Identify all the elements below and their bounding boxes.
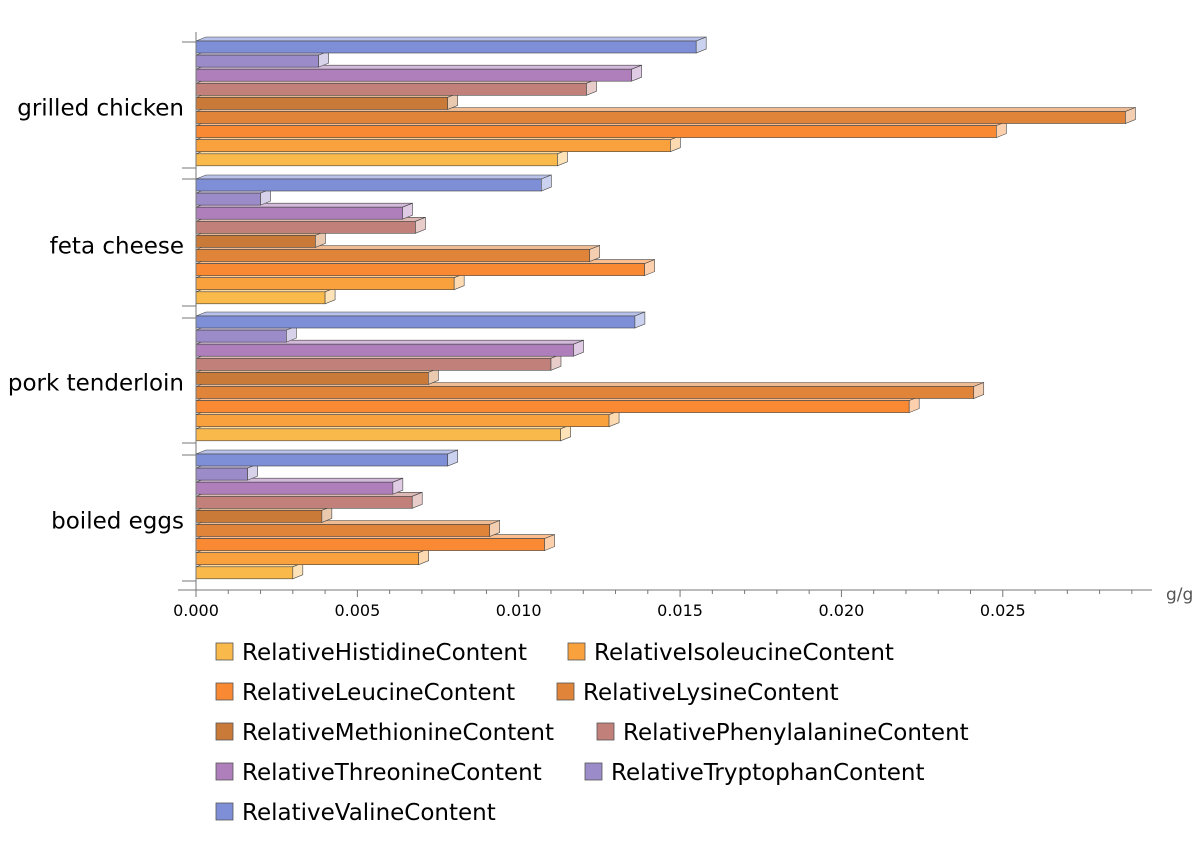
bar-boiled-eggs-relativevalinecontent: [195, 449, 459, 467]
legend-item-relativetryptophancontent: RelativeTryptophanContent: [584, 760, 925, 786]
category-label-feta-cheese: feta cheese: [50, 233, 184, 259]
bar-boiled-eggs-relativeisoleucinecontent: [195, 548, 429, 566]
bar-boiled-eggs-relativemethioninecontent: [195, 505, 333, 523]
x-tick-label: 0.025: [980, 601, 1026, 620]
bar-pork-tenderloin-relativethreoninecontent: [195, 339, 584, 357]
bar-feta-cheese-relativetryptophancontent: [195, 188, 271, 206]
x-tick-label: 0.005: [334, 601, 380, 620]
bar-feta-cheese-relativethreoninecontent: [195, 202, 413, 220]
legend-item-relativeisoleucinecontent: RelativeIsoleucineContent: [567, 640, 894, 666]
category-labels: grilled chicken feta cheese pork tenderloi…: [8, 95, 184, 534]
bar-grilled-chicken-relativemethioninecontent: [195, 92, 459, 110]
bar-pork-tenderloin-relativemethioninecontent: [195, 367, 439, 385]
legend-label: RelativeThreonineContent: [242, 760, 542, 786]
bar-boiled-eggs-relativehistidinecontent: [195, 562, 304, 580]
category-label-pork-tenderloin: pork tenderloin: [8, 370, 184, 396]
x-tick-label: 0.000: [173, 601, 219, 620]
bar-grilled-chicken-relativelysinecontent: [195, 107, 1136, 124]
legend-item-relativephenylalaninecontent: RelativePhenylalanineContent: [596, 720, 969, 746]
legend-item-relativehistidinecontent: RelativeHistidineContent: [215, 640, 527, 666]
category-label-grilled-chicken: grilled chicken: [17, 95, 184, 121]
bar-pork-tenderloin-relativevalinecontent: [195, 311, 646, 329]
bar-boiled-eggs-relativethreoninecontent: [195, 477, 404, 495]
legend: RelativeHistidineContent RelativeIsoleuci…: [215, 640, 969, 826]
bar-grilled-chicken-relativeleucinecontent: [195, 121, 1007, 139]
bar-pork-tenderloin-relativetryptophancontent: [195, 325, 297, 343]
bar-feta-cheese-relativelysinecontent: [195, 245, 601, 262]
x-tick-label: 0.020: [819, 601, 865, 620]
bar-pork-tenderloin-relativeleucinecontent: [195, 396, 920, 414]
axes-group: [178, 32, 1152, 597]
bar-grilled-chicken-relativeisoleucinecontent: [195, 135, 681, 153]
bar-boiled-eggs-relativeleucinecontent: [195, 534, 555, 552]
bar-grilled-chicken-relativehistidinecontent: [195, 149, 568, 167]
bar-grilled-chicken-relativephenylalaninecontent: [195, 78, 597, 96]
bar-pork-tenderloin-relativephenylalaninecontent: [195, 353, 562, 371]
legend-label: RelativeValineContent: [242, 800, 496, 826]
x-tick-label: 0.010: [496, 601, 542, 620]
bar-boiled-eggs-relativetryptophancontent: [195, 463, 258, 481]
legend-swatch: [215, 642, 234, 661]
category-label-boiled-eggs: boiled eggs: [51, 508, 184, 534]
bar-feta-cheese-relativeisoleucinecontent: [195, 273, 465, 291]
legend-swatch: [556, 682, 575, 701]
legend-swatch: [215, 762, 234, 781]
bar-feta-cheese-relativevalinecontent: [195, 174, 552, 192]
bar-feta-cheese-relativeleucinecontent: [195, 259, 655, 277]
bar-grilled-chicken-relativetryptophancontent: [195, 50, 329, 68]
legend-swatch: [215, 722, 234, 741]
legend-item-relativelysinecontent: RelativeLysineContent: [556, 680, 839, 706]
legend-label: RelativeTryptophanContent: [611, 760, 925, 786]
bar-grilled-chicken-relativevalinecontent: [195, 36, 707, 54]
legend-label: RelativeLysineContent: [583, 680, 839, 706]
legend-item-relativeleucinecontent: RelativeLeucineContent: [215, 680, 515, 706]
legend-swatch: [596, 722, 615, 741]
legend-label: RelativeMethionineContent: [242, 720, 554, 746]
legend-swatch: [215, 802, 234, 821]
legend-item-relativethreoninecontent: RelativeThreonineContent: [215, 760, 542, 786]
legend-label: RelativePhenylalanineContent: [623, 720, 969, 746]
bar-feta-cheese-relativephenylalaninecontent: [195, 216, 426, 234]
x-tick-labels: 0.000 0.005 0.010 0.015 0.020 0.025: [173, 601, 1026, 620]
bar-boiled-eggs-relativelysinecontent: [195, 520, 500, 537]
bar-feta-cheese-relativehistidinecontent: [195, 287, 336, 305]
legend-swatch: [584, 762, 603, 781]
legend-item-relativemethioninecontent: RelativeMethionineContent: [215, 720, 554, 746]
x-tick-label: 0.015: [657, 601, 703, 620]
legend-swatch: [567, 642, 586, 661]
bars-group: [195, 36, 1136, 580]
x-axis-unit-label: g/g: [1166, 585, 1193, 605]
legend-item-relativevalinecontent: RelativeValineContent: [215, 800, 496, 826]
legend-label: RelativeHistidineContent: [242, 640, 527, 666]
legend-label: RelativeLeucineContent: [242, 680, 515, 706]
bar-pork-tenderloin-relativeisoleucinecontent: [195, 410, 620, 428]
legend-label: RelativeIsoleucineContent: [594, 640, 894, 666]
bar-boiled-eggs-relativephenylalaninecontent: [195, 491, 423, 509]
bar-pork-tenderloin-relativelysinecontent: [195, 382, 985, 399]
bar-grilled-chicken-relativethreoninecontent: [195, 64, 642, 82]
bar-pork-tenderloin-relativehistidinecontent: [195, 424, 571, 442]
bar-feta-cheese-relativemethioninecontent: [195, 230, 326, 248]
legend-swatch: [215, 682, 234, 701]
